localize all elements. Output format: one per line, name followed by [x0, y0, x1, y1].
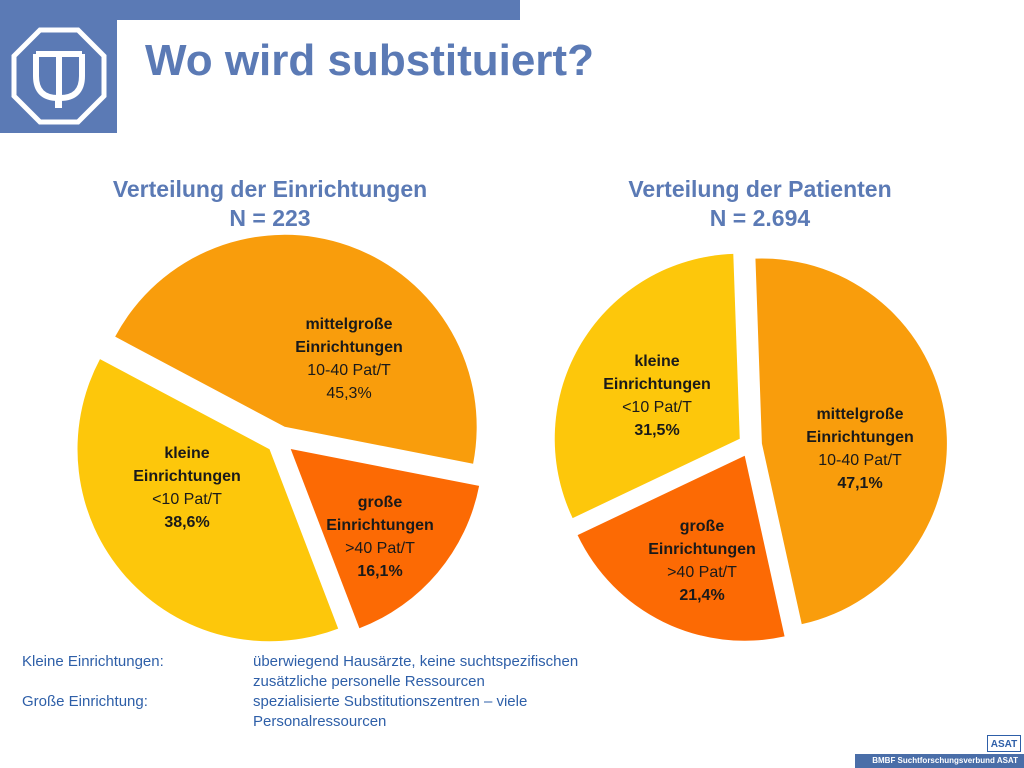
pie2-label-large: große Einrichtungen >40 Pat/T 21,4%: [617, 515, 787, 607]
pie2-slice-large: [577, 455, 785, 641]
slice-name: Einrichtungen: [295, 339, 403, 356]
note-value: überwiegend Hausärzte, keine suchtspezif…: [253, 652, 653, 692]
slice-name: Einrichtungen: [133, 468, 241, 485]
slice-name: mittelgroße: [305, 316, 393, 333]
notes: Kleine Einrichtungen: überwiegend Hausär…: [22, 652, 653, 732]
slice-range: 10-40 Pat/T: [307, 362, 391, 379]
slice-value: 45,3%: [326, 385, 372, 402]
note-value-line: überwiegend Hausärzte, keine suchtspezif…: [253, 653, 579, 670]
footer: BMBF Suchtforschungsverbund ASAT: [855, 754, 1024, 768]
slice-range: 10-40 Pat/T: [818, 452, 902, 469]
pie2-label-small: kleine Einrichtungen <10 Pat/T 31,5%: [572, 350, 742, 442]
note-value: spezialisierte Substitutionszentren – vi…: [253, 692, 653, 732]
note-value-line: spezialisierte Substitutionszentren – vi…: [253, 693, 528, 710]
slice-range: >40 Pat/T: [345, 540, 415, 557]
slice-name: kleine: [164, 445, 210, 462]
pie1-slice-medium: [115, 234, 477, 464]
pie1-label-medium: mittelgroße Einrichtungen 10-40 Pat/T 45…: [264, 313, 434, 405]
note-value-line: Personalressourcen: [253, 713, 387, 730]
slice-range: <10 Pat/T: [152, 491, 222, 508]
note-key: Kleine Einrichtungen:: [22, 653, 164, 670]
slice-name: große: [679, 518, 725, 535]
slice-value: 38,6%: [164, 514, 210, 531]
slice-value: 16,1%: [357, 563, 403, 580]
slice-range: <10 Pat/T: [622, 399, 692, 416]
note-value-line: zusätzliche personelle Ressourcen: [253, 673, 485, 690]
note-small-facilities: Kleine Einrichtungen: überwiegend Hausär…: [22, 652, 653, 692]
pie2-slice-medium: [755, 258, 947, 625]
logo-icon: [11, 27, 107, 125]
chart-title-line: Verteilung der Einrichtungen: [112, 176, 428, 202]
chart-title-patients: Verteilung der Patienten N = 2.694: [550, 175, 970, 233]
asat-logo: ASAT: [987, 735, 1021, 752]
slice-name: Einrichtungen: [806, 429, 914, 446]
slice-range: >40 Pat/T: [667, 564, 737, 581]
slice-name: Einrichtungen: [648, 541, 756, 558]
pie1-slice-small: [77, 359, 339, 642]
slice-name: Einrichtungen: [603, 376, 711, 393]
slice-name: große: [357, 494, 403, 511]
slice-name: kleine: [634, 353, 680, 370]
pie2-label-medium: mittelgroße Einrichtungen 10-40 Pat/T 47…: [775, 403, 945, 495]
slice-name: Einrichtungen: [326, 517, 434, 534]
slice-value: 31,5%: [634, 422, 680, 439]
slice-value: 47,1%: [837, 475, 883, 492]
pie1-label-small: kleine Einrichtungen <10 Pat/T 38,6%: [102, 442, 272, 534]
slice-name: mittelgroße: [816, 406, 904, 423]
university-logo: [0, 20, 117, 133]
page-title: Wo wird substituiert?: [145, 36, 594, 85]
pie1-slice-large: [290, 449, 480, 629]
note-large-facilities: Große Einrichtung: spezialisierte Substi…: [22, 692, 653, 732]
pie1-label-large: große Einrichtungen >40 Pat/T 16,1%: [295, 491, 465, 583]
chart-subtitle: N = 223: [229, 205, 311, 231]
chart-subtitle: N = 2.694: [709, 205, 811, 231]
pie2-slice-small: [554, 253, 740, 519]
note-key: Große Einrichtung:: [22, 693, 148, 710]
chart-title-facilities: Verteilung der Einrichtungen N = 223: [60, 175, 480, 233]
chart-title-line: Verteilung der Patienten: [628, 176, 892, 202]
header-bar: [0, 0, 520, 20]
slice-value: 21,4%: [679, 587, 725, 604]
